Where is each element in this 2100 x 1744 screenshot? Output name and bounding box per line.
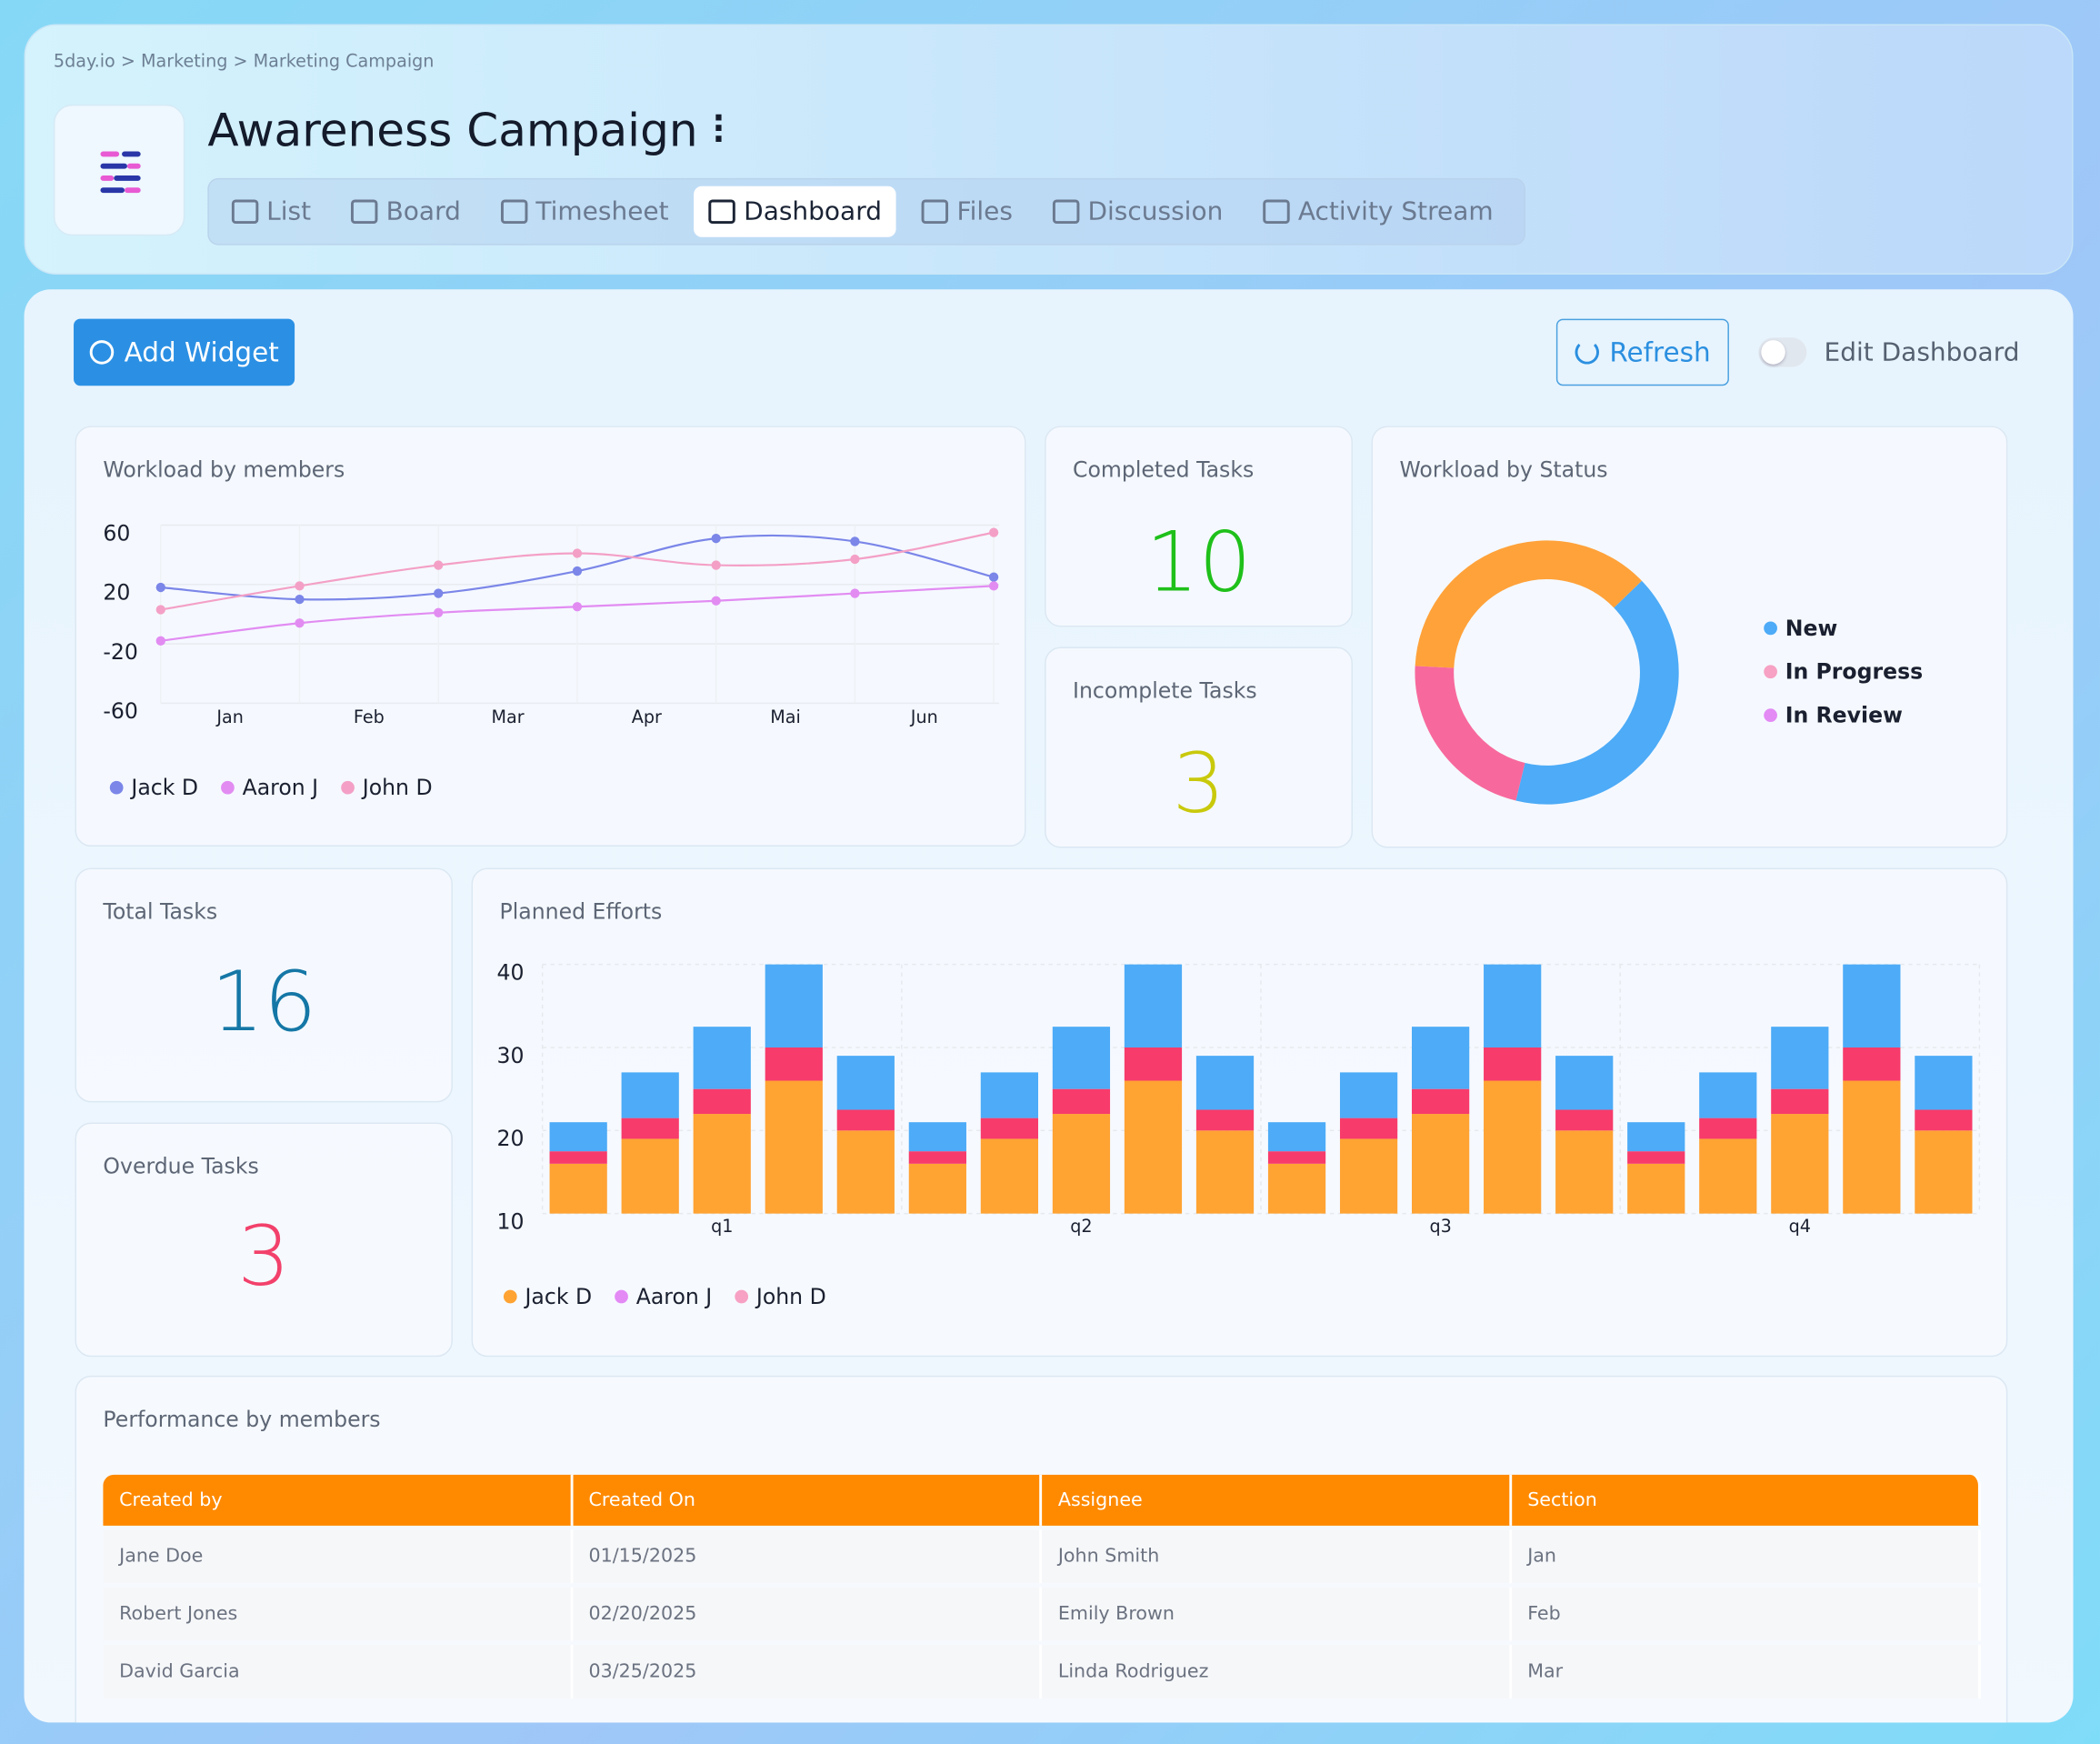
tab[interactable]: Timesheet <box>486 186 684 237</box>
tab-icon <box>501 199 528 225</box>
tab[interactable]: Dashboard <box>694 185 897 237</box>
kpi-value: 16 <box>211 952 317 1050</box>
main-card: Add Widget Refresh Edit Dashboard Worklo… <box>24 289 2074 1723</box>
table-cell: Robert Jones <box>103 1587 573 1641</box>
kpi-card: Incomplete Tasks 3 <box>1045 646 1353 848</box>
table-cell: Jane Doe <box>103 1529 573 1584</box>
table-cell: Linda Rodriguez <box>1042 1644 1512 1699</box>
kpi-value: 3 <box>237 1207 291 1305</box>
tab-icon <box>351 199 378 225</box>
toggle-knob <box>1761 340 1785 365</box>
plus-icon <box>89 340 114 365</box>
refresh-button[interactable]: Refresh <box>1555 318 1729 386</box>
tab-label: Discussion <box>1087 196 1224 226</box>
table-row: Jane Doe 01/15/2025 John Smith Jan <box>103 1529 1981 1584</box>
table-cell: Mar <box>1511 1644 1981 1699</box>
kpi-label: Total Tasks <box>103 898 218 925</box>
widget-title: Workload by members <box>103 456 345 483</box>
add-widget-button[interactable]: Add Widget <box>74 318 295 386</box>
kpi-value: 10 <box>1145 513 1252 611</box>
kpi-card: Completed Tasks 10 <box>1045 426 1353 627</box>
tab[interactable]: Activity Stream <box>1248 186 1508 237</box>
refresh-label: Refresh <box>1609 336 1711 369</box>
line-widget: Workload by members <box>75 426 1026 847</box>
table-widget: Performance by members Created by Created… <box>75 1375 2008 1723</box>
table-cell: David Garcia <box>103 1644 573 1699</box>
tab-icon <box>922 199 949 225</box>
tab-icon <box>1053 199 1080 225</box>
column-header: Section <box>1511 1474 1981 1526</box>
tab-label: List <box>266 196 312 226</box>
table-cell: John Smith <box>1042 1529 1512 1584</box>
tab-icon <box>231 199 259 225</box>
column-header: Created by <box>103 1474 573 1526</box>
kpi-card: Total Tasks 16 <box>75 867 453 1103</box>
bar-widget: Planned Efforts <box>471 867 2008 1358</box>
page-title: Awareness Campaign <box>207 104 698 158</box>
project-icon <box>53 104 185 236</box>
more-menu[interactable]: · · · <box>712 99 725 158</box>
header-card <box>24 24 2074 275</box>
tab[interactable]: List <box>217 186 326 237</box>
table-cell: 02/20/2025 <box>572 1587 1043 1641</box>
widget-title: Planned Efforts <box>499 898 663 925</box>
kpi-card: Overdue Tasks 3 <box>75 1122 453 1358</box>
tab[interactable]: Board <box>336 186 475 237</box>
edit-dashboard-label: Edit Dashboard <box>1824 337 2020 367</box>
breadcrumb[interactable]: 5day.io > Marketing > Marketing Campaign <box>53 52 435 73</box>
kpi-label: Completed Tasks <box>1073 456 1255 483</box>
edit-toggle[interactable] <box>1758 337 1807 367</box>
widget-title: Performance by members <box>103 1406 381 1432</box>
table: Created by Created On Assignee Section Jane … <box>103 1470 1981 1702</box>
tab-icon <box>1263 199 1290 225</box>
table-cell: Feb <box>1511 1587 1981 1641</box>
table-cell: 03/25/2025 <box>572 1644 1043 1699</box>
tab[interactable]: Files <box>907 186 1027 237</box>
refresh-icon <box>1575 340 1599 365</box>
icon <box>100 151 141 194</box>
tab-label: Dashboard <box>744 196 883 226</box>
table-cell: Emily Brown <box>1042 1587 1512 1641</box>
tab-label: Files <box>956 196 1013 226</box>
kpi-label: Incomplete Tasks <box>1073 677 1257 704</box>
tab-bar: List Board Timesheet Dashboard Files Discussi… <box>207 177 1525 246</box>
table-row: David Garcia 03/25/2025 Linda Rodriguez Mar <box>103 1644 1981 1699</box>
table-row: Robert Jones 02/20/2025 Emily Brown Feb <box>103 1587 1981 1641</box>
table-cell: 01/15/2025 <box>572 1529 1043 1584</box>
widget-title: Workload by Status <box>1399 456 1608 483</box>
donut-widget: Workload by Status <box>1371 426 2008 848</box>
header-row: Created by Created On Assignee Section <box>103 1474 1981 1526</box>
kpi-label: Overdue Tasks <box>103 1153 259 1179</box>
tab-label: Board <box>385 196 461 226</box>
tab[interactable]: Discussion <box>1038 186 1238 237</box>
kpi-value: 3 <box>1172 734 1225 832</box>
add-widget-label: Add Widget <box>124 336 279 369</box>
tab-icon <box>708 199 736 225</box>
tab-label: Activity Stream <box>1297 196 1494 226</box>
tab-label: Timesheet <box>535 196 669 226</box>
table-cell: Jan <box>1511 1529 1981 1584</box>
column-header: Assignee <box>1042 1474 1512 1526</box>
column-header: Created On <box>572 1474 1043 1526</box>
